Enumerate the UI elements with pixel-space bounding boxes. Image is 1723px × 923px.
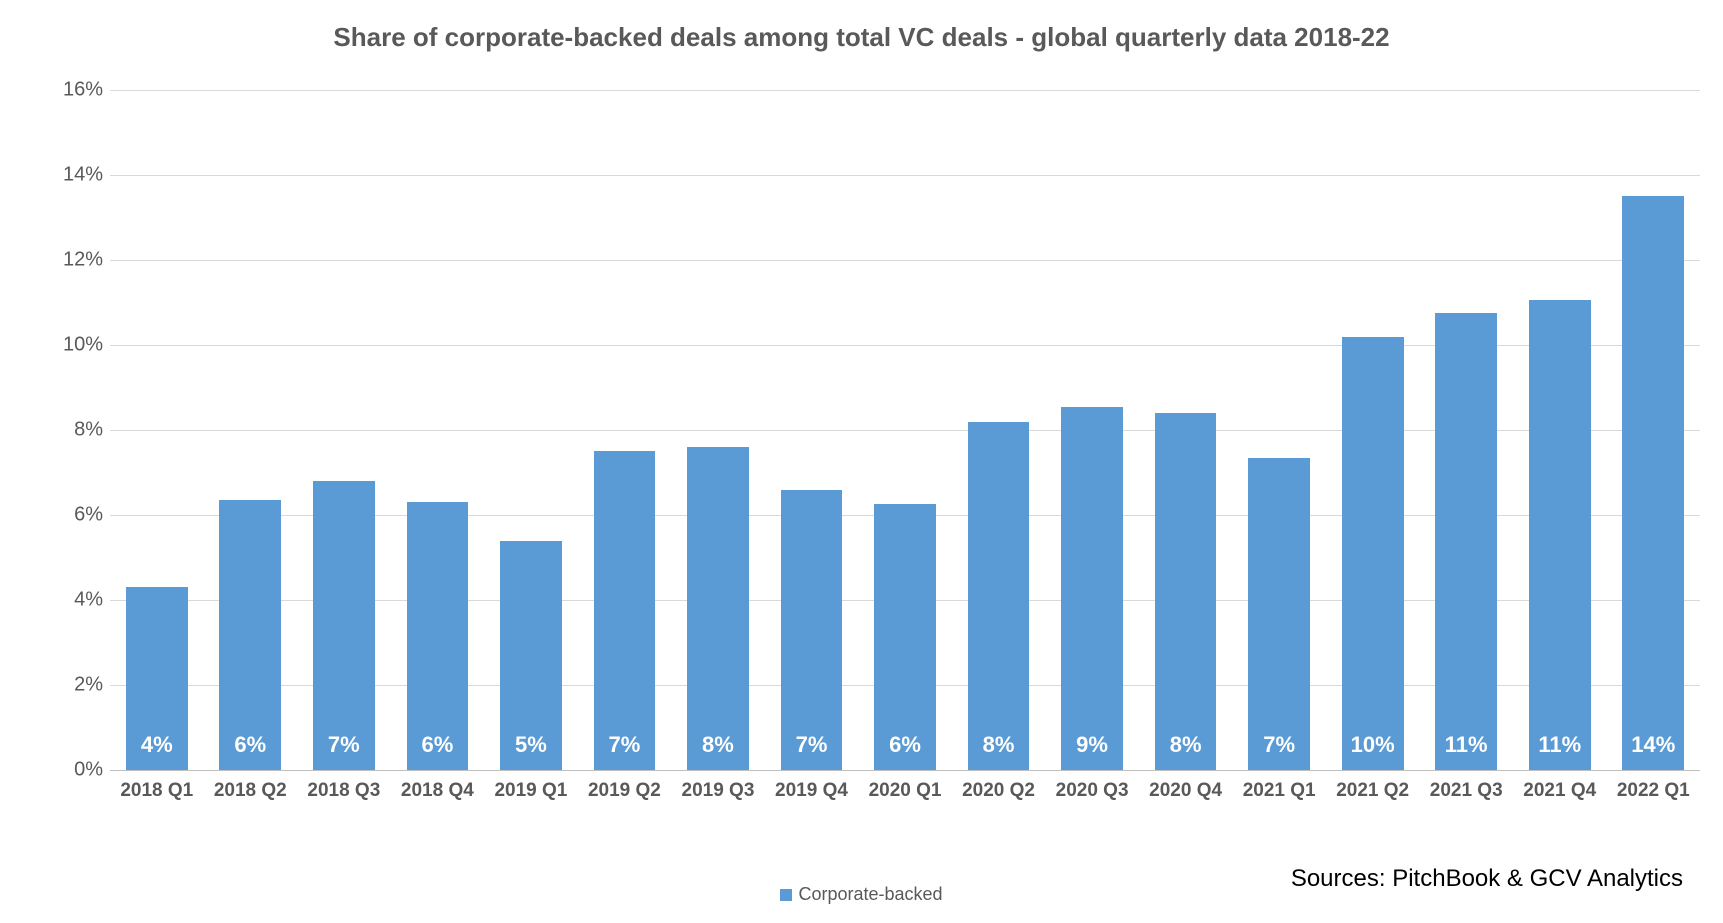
bar-slot: 11% <box>1513 90 1607 770</box>
xtick-label: 2018 Q1 <box>110 772 204 802</box>
bar: 11% <box>1435 313 1497 770</box>
bar-slot: 4% <box>110 90 204 770</box>
ytick-label: 10% <box>23 334 103 357</box>
ytick-label: 8% <box>23 419 103 442</box>
bar: 4% <box>126 587 188 770</box>
xtick-label: 2020 Q1 <box>858 772 952 802</box>
bar: 5% <box>500 541 562 771</box>
bar-slot: 6% <box>858 90 952 770</box>
bar-slot: 10% <box>1326 90 1420 770</box>
ytick-label: 4% <box>23 589 103 612</box>
bar: 11% <box>1529 300 1591 770</box>
bar-slot: 6% <box>204 90 298 770</box>
bar: 10% <box>1342 337 1404 771</box>
bar-value-label: 9% <box>1076 732 1108 770</box>
bar: 6% <box>219 500 281 770</box>
bar: 8% <box>1155 413 1217 770</box>
legend-swatch <box>780 889 792 901</box>
bar: 7% <box>594 451 656 770</box>
bar-slot: 7% <box>1232 90 1326 770</box>
xtick-label: 2018 Q2 <box>204 772 298 802</box>
bar-value-label: 7% <box>328 732 360 770</box>
bar-value-label: 11% <box>1538 732 1581 770</box>
bar-value-label: 7% <box>609 732 641 770</box>
bar: 7% <box>1248 458 1310 770</box>
ytick-label: 12% <box>23 249 103 272</box>
ytick-label: 14% <box>23 164 103 187</box>
bar-slot: 9% <box>1045 90 1139 770</box>
legend-label: Corporate-backed <box>798 884 942 904</box>
xtick-label: 2021 Q3 <box>1419 772 1513 802</box>
xtick-label: 2021 Q1 <box>1232 772 1326 802</box>
xtick-label: 2018 Q3 <box>297 772 391 802</box>
xtick-label: 2020 Q2 <box>952 772 1046 802</box>
bar: 14% <box>1622 196 1684 770</box>
bar-slot: 14% <box>1607 90 1701 770</box>
source-text: Sources: PitchBook & GCV Analytics <box>1291 865 1683 893</box>
gridline <box>110 770 1700 771</box>
bar-slot: 6% <box>391 90 485 770</box>
ytick-label: 2% <box>23 674 103 697</box>
xtick-label: 2021 Q2 <box>1326 772 1420 802</box>
bar-slot: 7% <box>765 90 859 770</box>
bar-value-label: 8% <box>983 732 1015 770</box>
xtick-label: 2019 Q3 <box>671 772 765 802</box>
bar-value-label: 6% <box>889 732 921 770</box>
bar-value-label: 8% <box>1170 732 1202 770</box>
bar-slot: 11% <box>1419 90 1513 770</box>
bar-value-label: 5% <box>515 732 547 770</box>
x-axis: 2018 Q12018 Q22018 Q32018 Q42019 Q12019 … <box>110 772 1700 802</box>
bar-slot: 5% <box>484 90 578 770</box>
bar-value-label: 11% <box>1445 732 1488 770</box>
xtick-label: 2020 Q4 <box>1139 772 1233 802</box>
bar-slot: 7% <box>578 90 672 770</box>
bar: 7% <box>781 490 843 771</box>
chart-title: Share of corporate-backed deals among to… <box>0 22 1723 53</box>
ytick-label: 6% <box>23 504 103 527</box>
plot-area: 4% 6% 7% 6% 5% 7% 8% 7% 6% 8% 9% 8% 7% 10% 11% 11% 14% <box>110 90 1700 770</box>
bar-slot: 7% <box>297 90 391 770</box>
bar-value-label: 7% <box>1263 732 1295 770</box>
bar: 8% <box>968 422 1030 771</box>
bar: 6% <box>407 502 469 770</box>
xtick-label: 2022 Q1 <box>1607 772 1701 802</box>
bar: 9% <box>1061 407 1123 770</box>
bar-slot: 8% <box>952 90 1046 770</box>
bar-slot: 8% <box>1139 90 1233 770</box>
ytick-label: 0% <box>23 759 103 782</box>
xtick-label: 2019 Q1 <box>484 772 578 802</box>
bar-value-label: 7% <box>796 732 828 770</box>
bars-group: 4% 6% 7% 6% 5% 7% 8% 7% 6% 8% 9% 8% 7% 10% 11% 11% 14% <box>110 90 1700 770</box>
bar-value-label: 14% <box>1631 732 1675 770</box>
bar-value-label: 10% <box>1351 732 1395 770</box>
xtick-label: 2020 Q3 <box>1045 772 1139 802</box>
ytick-label: 16% <box>23 79 103 102</box>
bar: 8% <box>687 447 749 770</box>
xtick-label: 2018 Q4 <box>391 772 485 802</box>
bar-value-label: 8% <box>702 732 734 770</box>
chart-container: Share of corporate-backed deals among to… <box>0 0 1723 923</box>
bar: 6% <box>874 504 936 770</box>
xtick-label: 2021 Q4 <box>1513 772 1607 802</box>
bar: 7% <box>313 481 375 770</box>
bar-value-label: 6% <box>234 732 266 770</box>
bar-value-label: 6% <box>421 732 453 770</box>
bar-slot: 8% <box>671 90 765 770</box>
xtick-label: 2019 Q4 <box>765 772 859 802</box>
bar-value-label: 4% <box>141 732 173 770</box>
xtick-label: 2019 Q2 <box>578 772 672 802</box>
